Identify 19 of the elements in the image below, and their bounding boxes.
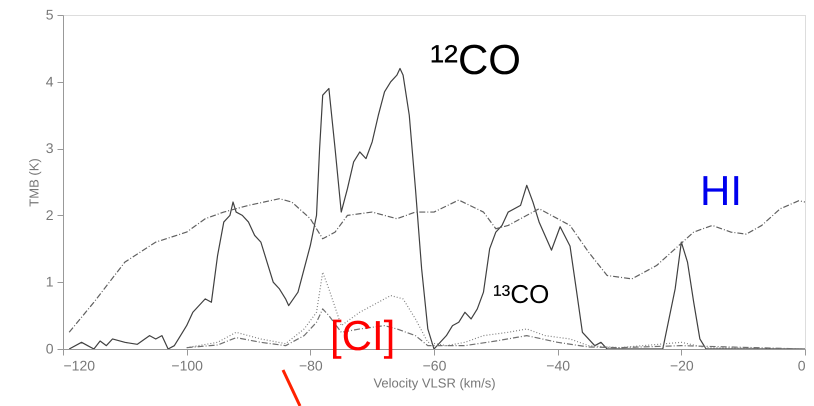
- y-tick-label: 2: [46, 206, 54, 223]
- y-tick-label: 3: [46, 140, 54, 156]
- x-tick-label: −60: [422, 358, 447, 374]
- annotation: ¹³CO: [493, 279, 550, 309]
- annotation: [CI]: [330, 312, 396, 359]
- x-tick-label: 0: [798, 358, 806, 374]
- annotation: HI: [700, 167, 742, 214]
- x-tick-label: −80: [298, 358, 323, 374]
- x-tick-label: −40: [546, 358, 570, 374]
- y-axis-title: TMB (K): [26, 158, 42, 207]
- y-tick-label: 4: [46, 73, 54, 90]
- y-tick-label: 0: [46, 340, 54, 356]
- x-axis-title: Velocity VLSR (km/s): [373, 376, 496, 390]
- annotation: ¹²CO: [430, 36, 521, 83]
- y-tick-label: 1: [46, 274, 54, 290]
- x-tick-label: −20: [670, 358, 694, 374]
- y-tick-label: 5: [46, 6, 54, 22]
- x-tick-label: −100: [171, 358, 204, 374]
- x-tick-label: −120: [64, 358, 96, 374]
